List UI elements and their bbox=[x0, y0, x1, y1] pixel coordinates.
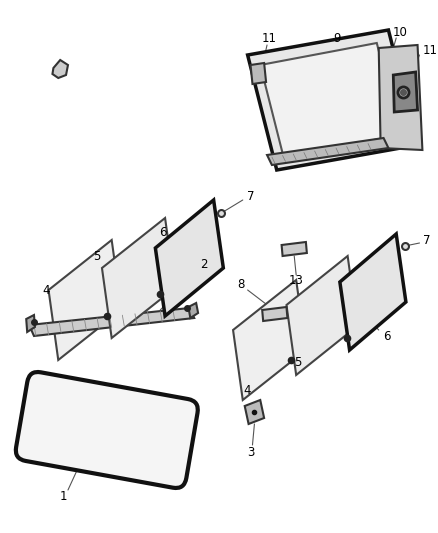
Polygon shape bbox=[188, 303, 198, 318]
Polygon shape bbox=[49, 240, 121, 360]
Polygon shape bbox=[260, 43, 400, 157]
Text: 8: 8 bbox=[237, 279, 244, 292]
Polygon shape bbox=[262, 307, 287, 321]
Polygon shape bbox=[247, 30, 417, 170]
Polygon shape bbox=[26, 315, 35, 332]
Text: 7: 7 bbox=[247, 190, 254, 203]
Polygon shape bbox=[282, 242, 307, 256]
Text: 2: 2 bbox=[200, 259, 208, 271]
Text: 7: 7 bbox=[424, 235, 431, 247]
Text: 4: 4 bbox=[42, 284, 49, 296]
Text: 9: 9 bbox=[333, 33, 341, 45]
Polygon shape bbox=[233, 280, 306, 400]
Polygon shape bbox=[340, 234, 406, 350]
Polygon shape bbox=[251, 63, 266, 84]
Polygon shape bbox=[102, 218, 175, 338]
Text: 5: 5 bbox=[294, 357, 302, 369]
Text: 4: 4 bbox=[244, 384, 251, 397]
Text: 6: 6 bbox=[383, 330, 390, 343]
Text: 1: 1 bbox=[60, 489, 67, 503]
Polygon shape bbox=[53, 60, 68, 78]
Text: 6: 6 bbox=[159, 227, 167, 239]
Polygon shape bbox=[379, 45, 422, 150]
Text: 13: 13 bbox=[289, 274, 304, 287]
FancyBboxPatch shape bbox=[16, 372, 198, 488]
Polygon shape bbox=[267, 138, 389, 165]
Text: 10: 10 bbox=[392, 26, 407, 38]
Polygon shape bbox=[155, 200, 223, 316]
Polygon shape bbox=[286, 256, 357, 375]
Text: 3: 3 bbox=[247, 446, 254, 458]
Text: 5: 5 bbox=[93, 249, 101, 262]
Polygon shape bbox=[393, 72, 417, 112]
Polygon shape bbox=[29, 308, 194, 336]
Text: 11: 11 bbox=[422, 44, 438, 56]
Text: 11: 11 bbox=[261, 33, 276, 45]
Polygon shape bbox=[245, 400, 264, 424]
